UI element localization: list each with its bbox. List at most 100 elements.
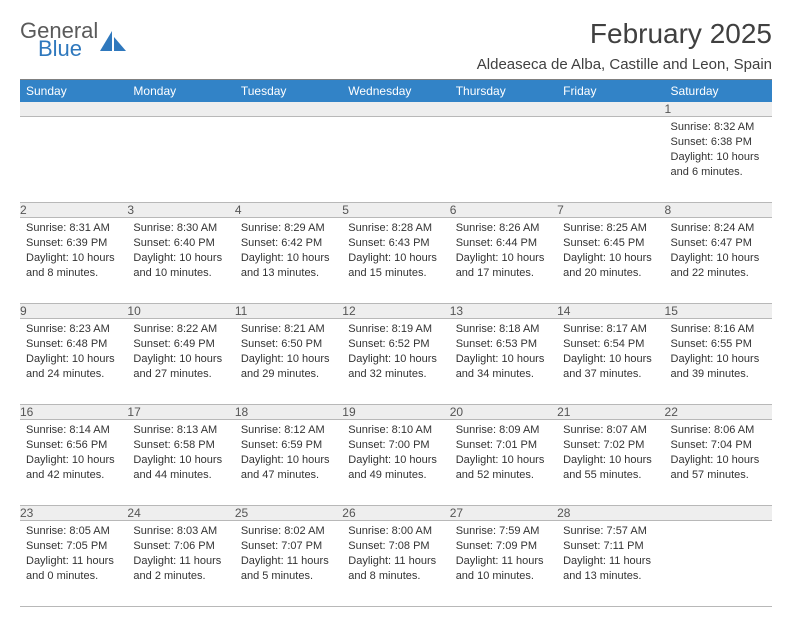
day-details: Sunrise: 8:06 AMSunset: 7:04 PMDaylight:… [665,420,772,488]
day-number: 27 [450,506,557,521]
day-number: 18 [235,405,342,420]
day-details: Sunrise: 8:18 AMSunset: 6:53 PMDaylight:… [450,319,557,387]
daylight-text: Daylight: 11 hours and 5 minutes. [241,554,336,584]
day-cell: Sunrise: 8:29 AMSunset: 6:42 PMDaylight:… [235,218,342,304]
sunset-text: Sunset: 6:42 PM [241,236,336,251]
day-cell: Sunrise: 8:10 AMSunset: 7:00 PMDaylight:… [342,420,449,506]
daylight-text: Daylight: 10 hours and 34 minutes. [456,352,551,382]
day-details: Sunrise: 8:05 AMSunset: 7:05 PMDaylight:… [20,521,127,589]
day-number-row: 1 [20,102,772,117]
sunset-text: Sunset: 6:55 PM [671,337,766,352]
day-number: 14 [557,304,664,319]
day-details: Sunrise: 8:09 AMSunset: 7:01 PMDaylight:… [450,420,557,488]
logo-text-blue: Blue [38,38,98,60]
day-cell [557,117,664,203]
day-cell [235,117,342,203]
day-cell: Sunrise: 8:18 AMSunset: 6:53 PMDaylight:… [450,319,557,405]
day-number: 22 [665,405,772,420]
sunrise-text: Sunrise: 8:30 AM [133,221,228,236]
day-details: Sunrise: 8:16 AMSunset: 6:55 PMDaylight:… [665,319,772,387]
sunset-text: Sunset: 6:43 PM [348,236,443,251]
day-details: Sunrise: 8:02 AMSunset: 7:07 PMDaylight:… [235,521,342,589]
sunrise-text: Sunrise: 8:13 AM [133,423,228,438]
day-details: Sunrise: 8:12 AMSunset: 6:59 PMDaylight:… [235,420,342,488]
daylight-text: Daylight: 10 hours and 32 minutes. [348,352,443,382]
day-number: 26 [342,506,449,521]
day-details: Sunrise: 8:25 AMSunset: 6:45 PMDaylight:… [557,218,664,286]
weekday-header: Friday [557,80,664,102]
day-details: Sunrise: 8:31 AMSunset: 6:39 PMDaylight:… [20,218,127,286]
sunrise-text: Sunrise: 8:24 AM [671,221,766,236]
weekday-header-row: Sunday Monday Tuesday Wednesday Thursday… [20,80,772,102]
calendar-table: Sunday Monday Tuesday Wednesday Thursday… [20,80,772,607]
sunset-text: Sunset: 7:01 PM [456,438,551,453]
sunrise-text: Sunrise: 8:26 AM [456,221,551,236]
daylight-text: Daylight: 10 hours and 8 minutes. [26,251,121,281]
day-cell: Sunrise: 8:16 AMSunset: 6:55 PMDaylight:… [665,319,772,405]
sunrise-text: Sunrise: 8:00 AM [348,524,443,539]
day-details: Sunrise: 8:26 AMSunset: 6:44 PMDaylight:… [450,218,557,286]
day-number: 19 [342,405,449,420]
daylight-text: Daylight: 11 hours and 2 minutes. [133,554,228,584]
sunset-text: Sunset: 6:54 PM [563,337,658,352]
sunrise-text: Sunrise: 8:32 AM [671,120,766,135]
day-number: 12 [342,304,449,319]
day-number [557,102,664,117]
day-cell [342,117,449,203]
daylight-text: Daylight: 11 hours and 0 minutes. [26,554,121,584]
daylight-text: Daylight: 10 hours and 47 minutes. [241,453,336,483]
sunset-text: Sunset: 7:05 PM [26,539,121,554]
sunset-text: Sunset: 7:06 PM [133,539,228,554]
day-cell: Sunrise: 8:24 AMSunset: 6:47 PMDaylight:… [665,218,772,304]
sunrise-text: Sunrise: 8:12 AM [241,423,336,438]
day-details: Sunrise: 7:57 AMSunset: 7:11 PMDaylight:… [557,521,664,589]
day-cell: Sunrise: 7:57 AMSunset: 7:11 PMDaylight:… [557,521,664,607]
day-cell [450,117,557,203]
sunset-text: Sunset: 6:40 PM [133,236,228,251]
day-cell: Sunrise: 8:03 AMSunset: 7:06 PMDaylight:… [127,521,234,607]
header: General Blue February 2025 Aldeaseca de … [20,18,772,73]
sunrise-text: Sunrise: 8:03 AM [133,524,228,539]
sunset-text: Sunset: 7:09 PM [456,539,551,554]
weekday-header: Wednesday [342,80,449,102]
sunset-text: Sunset: 6:50 PM [241,337,336,352]
weekday-header: Sunday [20,80,127,102]
daylight-text: Daylight: 10 hours and 17 minutes. [456,251,551,281]
sunrise-text: Sunrise: 8:25 AM [563,221,658,236]
title-block: February 2025 Aldeaseca de Alba, Castill… [477,18,772,73]
day-number-row: 9101112131415 [20,304,772,319]
sunrise-text: Sunrise: 8:07 AM [563,423,658,438]
sunrise-text: Sunrise: 8:14 AM [26,423,121,438]
day-details: Sunrise: 8:32 AMSunset: 6:38 PMDaylight:… [665,117,772,185]
sunset-text: Sunset: 6:49 PM [133,337,228,352]
day-details: Sunrise: 8:10 AMSunset: 7:00 PMDaylight:… [342,420,449,488]
day-number-row: 16171819202122 [20,405,772,420]
logo: General Blue [20,18,128,60]
sunrise-text: Sunrise: 8:19 AM [348,322,443,337]
sunset-text: Sunset: 6:38 PM [671,135,766,150]
day-cell: Sunrise: 8:05 AMSunset: 7:05 PMDaylight:… [20,521,127,607]
sunrise-text: Sunrise: 8:23 AM [26,322,121,337]
day-number: 17 [127,405,234,420]
daylight-text: Daylight: 10 hours and 37 minutes. [563,352,658,382]
daylight-text: Daylight: 10 hours and 39 minutes. [671,352,766,382]
day-number-row: 2345678 [20,203,772,218]
day-details: Sunrise: 7:59 AMSunset: 7:09 PMDaylight:… [450,521,557,589]
day-number: 16 [20,405,127,420]
day-content-row: Sunrise: 8:14 AMSunset: 6:56 PMDaylight:… [20,420,772,506]
day-number: 11 [235,304,342,319]
day-number: 5 [342,203,449,218]
sunrise-text: Sunrise: 7:59 AM [456,524,551,539]
day-content-row: Sunrise: 8:05 AMSunset: 7:05 PMDaylight:… [20,521,772,607]
daylight-text: Daylight: 10 hours and 44 minutes. [133,453,228,483]
weekday-header: Saturday [665,80,772,102]
sunrise-text: Sunrise: 8:17 AM [563,322,658,337]
day-number [235,102,342,117]
logo-sail-icon [98,29,128,53]
day-number: 24 [127,506,234,521]
daylight-text: Daylight: 10 hours and 6 minutes. [671,150,766,180]
day-number: 9 [20,304,127,319]
daylight-text: Daylight: 10 hours and 55 minutes. [563,453,658,483]
day-cell [665,521,772,607]
sunrise-text: Sunrise: 8:29 AM [241,221,336,236]
